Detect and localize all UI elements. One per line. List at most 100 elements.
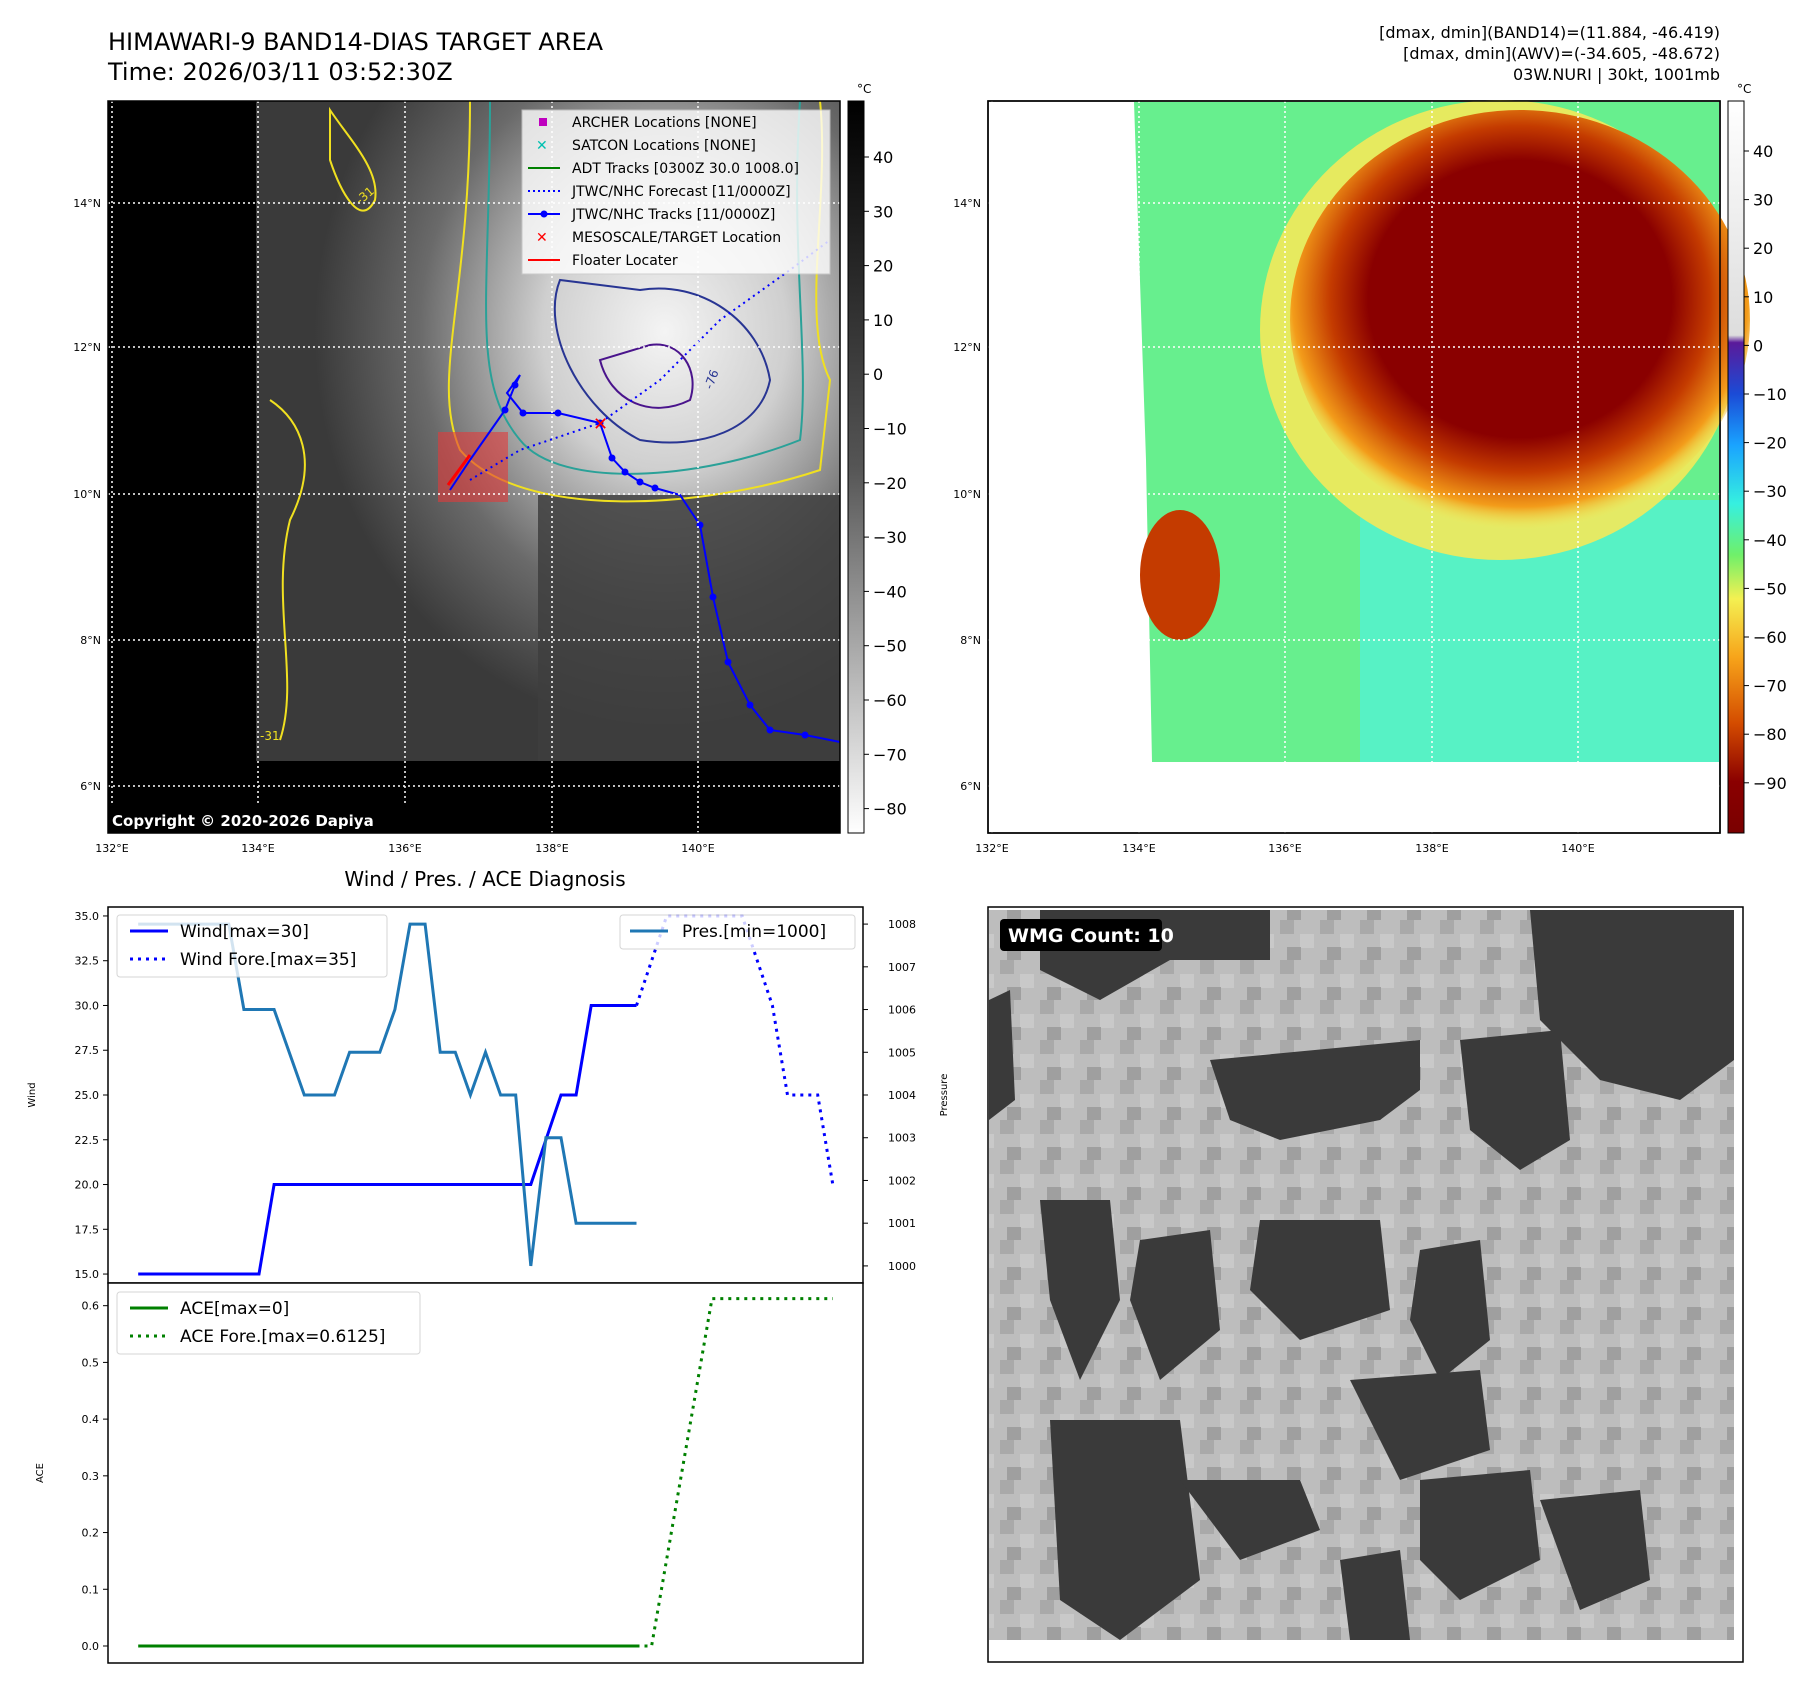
bl-ylabel-pressure: Pressure <box>939 1074 950 1117</box>
tl-floater-box <box>438 432 508 502</box>
wind-tick-label: 15.0 <box>75 1268 100 1281</box>
colorbar-tick-label: −10 <box>1753 385 1787 404</box>
lon-label: 140°E <box>681 842 714 855</box>
tl-contour-teal <box>485 100 804 475</box>
lat-label: 14°N <box>953 197 981 210</box>
tl-colorbar <box>847 100 865 834</box>
colorbar-tick-label: 30 <box>873 202 893 221</box>
tr-colorbar <box>1727 100 1745 834</box>
legend-entry-jtwc-tracks: JTWC/NHC Tracks [11/0000Z] <box>528 207 775 223</box>
br-badge: WMG Count: 10 <box>1008 925 1174 947</box>
ace-tick-label: 0.2 <box>82 1527 100 1540</box>
colorbar-tick-label: −50 <box>873 637 907 656</box>
lat-label: 8°N <box>960 634 981 647</box>
lon-label: 136°E <box>1268 842 1301 855</box>
bottom-right-panel: WMG Count: 10 <box>987 906 1744 1663</box>
colorbar-tick-label: 20 <box>1753 239 1773 258</box>
lon-label: 132°E <box>975 842 1008 855</box>
colorbar-tick-label: −70 <box>873 745 907 764</box>
bl-ace-ticks: 0.6 0.5 0.4 0.3 0.2 0.1 0.0 <box>82 1300 108 1653</box>
bl-pressure-ticks: 1008 1007 1006 1005 1004 1003 1002 1001 1000 <box>863 918 916 1273</box>
pressure-tick-label: 1002 <box>888 1174 916 1187</box>
svg-text:JTWC/NHC Forecast [11/0000Z]: JTWC/NHC Forecast [11/0000Z] <box>571 184 791 200</box>
svg-text:MESOSCALE/TARGET Location: MESOSCALE/TARGET Location <box>572 230 781 246</box>
tl-colorbar-ticks: 40 30 20 10 0 −10 −20 −30 −40 −50 −60 −70 −80 <box>864 148 907 819</box>
legend-entry-jtwc-forecast: JTWC/NHC Forecast [11/0000Z] <box>528 184 791 200</box>
wind-tick-label: 17.5 <box>75 1223 100 1236</box>
legend-entry-adt: ADT Tracks [0300Z 30.0 1008.0] <box>528 161 799 177</box>
legend-ace: ACE[max=0] <box>180 1299 289 1319</box>
lat-label: 6°N <box>960 780 981 793</box>
svg-text:ADT Tracks [0300Z 30.0 1008.0]: ADT Tracks [0300Z 30.0 1008.0] <box>572 161 799 177</box>
svg-text:JTWC/NHC Tracks [11/0000Z]: JTWC/NHC Tracks [11/0000Z] <box>571 207 775 223</box>
lon-label: 136°E <box>388 842 421 855</box>
svg-text:ARCHER Locations [NONE]: ARCHER Locations [NONE] <box>572 115 757 131</box>
lat-label: 6°N <box>80 780 101 793</box>
tl-copyright: Copyright © 2020-2026 Dapiya <box>112 812 374 830</box>
tr-colorbar-unit: °C <box>1737 82 1751 96</box>
br-badge-bg <box>1000 919 1162 951</box>
tl-bottom-dark <box>538 495 840 761</box>
lat-label: 10°N <box>953 488 981 501</box>
lat-label: 8°N <box>80 634 101 647</box>
colorbar-tick-label: 40 <box>873 148 893 167</box>
tl-legend: ARCHER Locations [NONE] ✕ SATCON Locatio… <box>521 109 831 275</box>
pressure-tick-label: 1003 <box>888 1132 916 1145</box>
colorbar-tick-label: 30 <box>1753 191 1773 210</box>
legend-wind-fore: Wind Fore.[max=35] <box>180 950 356 970</box>
wind-tick-label: 30.0 <box>75 999 100 1012</box>
colorbar-tick-label: 40 <box>1753 142 1773 161</box>
tl-floater-line <box>446 454 472 486</box>
tl-target-marker: ✕ <box>593 414 608 435</box>
lon-label: 134°E <box>241 842 274 855</box>
lon-label: 132°E <box>95 842 128 855</box>
bl-pres-legend: Pres.[min=1000] <box>619 914 856 950</box>
wind-tick-label: 22.5 <box>75 1134 100 1147</box>
bl-title: Wind / Pres. / ACE Diagnosis <box>344 867 625 891</box>
tr-lat-labels: 14°N 12°N 10°N 8°N 6°N <box>953 197 981 793</box>
colorbar-tick-label: −80 <box>873 800 907 819</box>
ace-tick-label: 0.0 <box>82 1640 100 1653</box>
wind-tick-label: 20.0 <box>75 1179 100 1192</box>
colorbar-tick-label: −60 <box>873 691 907 710</box>
lat-label: 12°N <box>953 341 981 354</box>
bl-wind-ticks: 35.0 32.5 30.0 27.5 25.0 22.5 20.0 17.5 15.0 <box>75 910 108 1281</box>
tl-map-frame <box>107 100 841 834</box>
legend-wind: Wind[max=30] <box>180 922 309 942</box>
wind-tick-label: 32.5 <box>75 955 100 968</box>
tr-colorbar-ticks: 40 30 20 10 0 −10 −20 −30 −40 −50 −60 −70 −80 −90 <box>1744 142 1787 793</box>
lat-label: 14°N <box>73 197 101 210</box>
ace-tick-label: 0.1 <box>82 1583 100 1596</box>
tl-colorbar-unit: °C <box>857 82 871 96</box>
lon-label: 134°E <box>1122 842 1155 855</box>
bl-wind-legend: Wind[max=30] Wind Fore.[max=35] <box>116 914 388 978</box>
wind-tick-label: 25.0 <box>75 1089 100 1102</box>
bl-series <box>138 914 835 1648</box>
legend-ace-fore: ACE Fore.[max=0.6125] <box>180 1327 385 1347</box>
bl-ace-legend: ACE[max=0] ACE Fore.[max=0.6125] <box>116 1291 421 1355</box>
series-line-pres-min- <box>138 922 637 1267</box>
pressure-tick-label: 1007 <box>888 961 916 974</box>
tl-contour-label: -31 <box>260 729 280 743</box>
colorbar-tick-label: −40 <box>1753 531 1787 550</box>
colorbar-tick-label: −20 <box>1753 434 1787 453</box>
series-line-wind-max- <box>138 1004 637 1276</box>
colorbar-tick-label: −70 <box>1753 677 1787 696</box>
tl-lat-labels: 14°N 12°N 10°N 8°N 6°N <box>73 197 101 793</box>
svg-text:SATCON Locations [NONE]: SATCON Locations [NONE] <box>572 138 756 154</box>
colorbar-tick-label: −10 <box>873 420 907 439</box>
colorbar-tick-label: −30 <box>1753 482 1787 501</box>
wind-tick-label: 35.0 <box>75 910 100 923</box>
legend-entry-floater: Floater Locater <box>528 253 678 269</box>
bl-ylabel-wind: Wind <box>27 1082 38 1107</box>
ace-tick-label: 0.5 <box>82 1356 100 1369</box>
tl-contour-label: -76 <box>702 368 722 391</box>
tl-contour-purple <box>598 343 694 409</box>
ace-tick-label: 0.4 <box>82 1413 100 1426</box>
pressure-tick-label: 1006 <box>888 1004 916 1017</box>
bottom-left-panel: Wind / Pres. / ACE Diagnosis Wind Pressu… <box>27 867 950 1664</box>
colorbar-tick-label: −90 <box>1753 774 1787 793</box>
svg-text:✕: ✕ <box>536 138 548 154</box>
tr-gridlines <box>988 101 1720 833</box>
